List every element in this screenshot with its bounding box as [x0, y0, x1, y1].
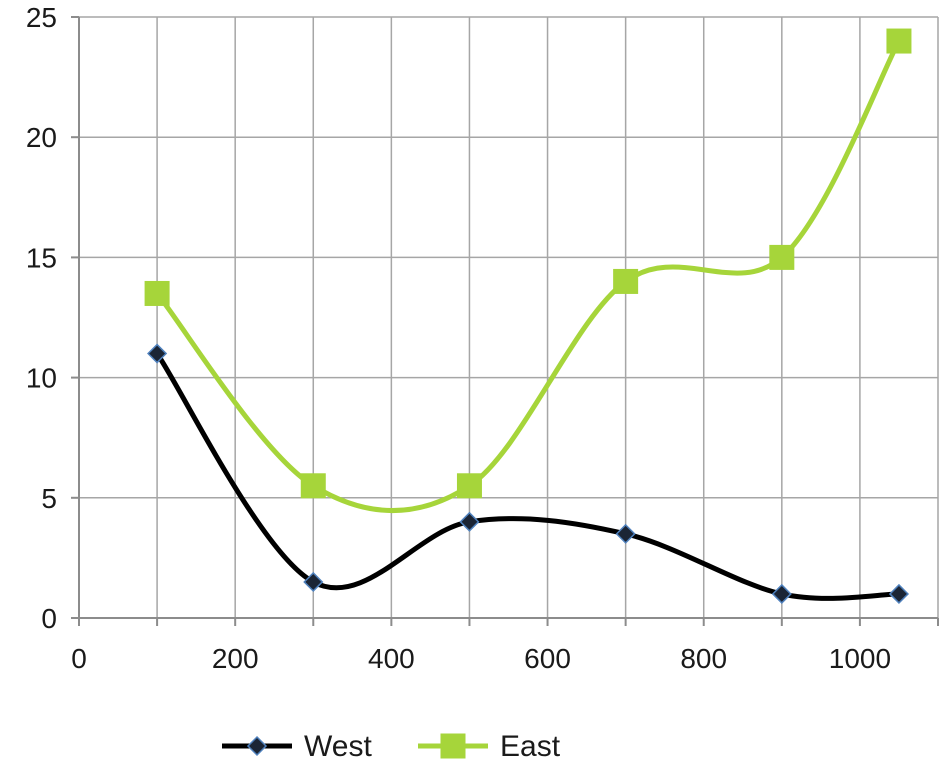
data-point-west: [147, 343, 168, 364]
data-point-west: [459, 511, 480, 532]
data-point-west: [615, 523, 636, 544]
legend-item-west: West: [222, 730, 372, 763]
data-point-east: [300, 473, 326, 499]
y-tick-label: 15: [26, 242, 57, 273]
axes: [71, 16, 939, 626]
grid-lines: [79, 16, 939, 618]
data-point-west: [888, 583, 910, 605]
x-tick-label: 800: [680, 643, 727, 674]
x-tick-label: 400: [368, 643, 415, 674]
legend-label-east: East: [500, 730, 561, 763]
legend-label-west: West: [304, 730, 372, 763]
x-tick-label: 600: [524, 643, 571, 674]
legend-marker-west: [246, 735, 268, 757]
data-point-east: [613, 268, 639, 294]
legend-marker-east: [440, 733, 466, 759]
data-point-west: [303, 571, 324, 593]
y-tick-label: 20: [26, 122, 57, 153]
data-point-east: [456, 473, 482, 499]
x-tick-label: 200: [212, 643, 259, 674]
data-point-east: [886, 28, 912, 54]
legend: West East: [222, 730, 561, 763]
series-line-west: [154, 351, 902, 601]
tick-labels: 0 5 10 15 20 25 0 200 400 600 800 1000: [26, 2, 891, 674]
x-tick-label: 1000: [829, 643, 891, 674]
data-point-west: [771, 583, 792, 605]
x-tick-label: 0: [71, 643, 87, 674]
data-point-east: [144, 280, 170, 306]
legend-item-east: East: [418, 730, 561, 763]
y-tick-label: 25: [26, 2, 57, 33]
series-markers: [144, 28, 912, 605]
data-point-east: [769, 244, 795, 270]
series-lines: [154, 38, 902, 601]
y-tick-label: 0: [41, 603, 57, 634]
y-tick-label: 5: [41, 483, 57, 514]
series-line-east: [154, 38, 902, 514]
y-tick-label: 10: [26, 363, 57, 394]
